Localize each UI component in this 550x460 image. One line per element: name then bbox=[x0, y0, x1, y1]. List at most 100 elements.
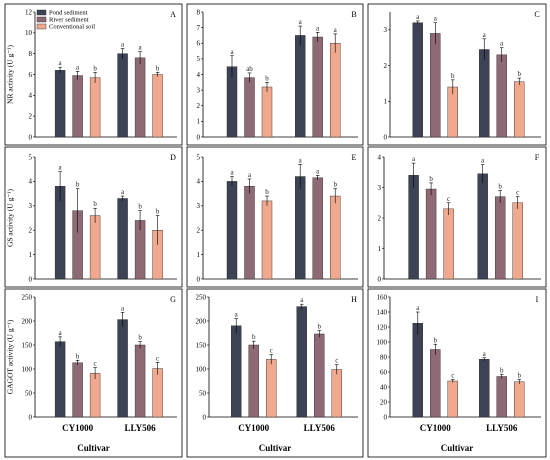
y-tick-label: 120 bbox=[377, 323, 388, 331]
chart-panel-a: 0 2 4 6 8 10 12 A NR activity (U g⁻¹) a a b a a b Pond … bbox=[4, 3, 183, 146]
bar bbox=[54, 341, 66, 418]
y-tick-label: 1 bbox=[378, 245, 382, 253]
y-tick-label: 5 bbox=[197, 153, 201, 161]
y-tick-label: 7 bbox=[197, 24, 201, 32]
y-tick-label: 2 bbox=[29, 112, 33, 120]
y-tick-label: 4 bbox=[378, 153, 382, 161]
chart-panel-e: 0 1 2 3 4 5 Ea a b a a b bbox=[186, 146, 364, 288]
y-tick-label: 4 bbox=[29, 178, 33, 186]
significance-letter: b bbox=[138, 334, 142, 342]
y-tick-label: 0 bbox=[197, 275, 201, 283]
significance-letter: a bbox=[299, 156, 303, 164]
bar bbox=[430, 349, 441, 418]
y-tick-label: 2 bbox=[197, 227, 201, 235]
significance-letter: b bbox=[265, 74, 269, 82]
bar bbox=[89, 77, 101, 138]
y-tick-label: 50 bbox=[199, 389, 207, 397]
bar bbox=[514, 381, 525, 418]
bar bbox=[496, 376, 507, 418]
bar bbox=[331, 369, 342, 418]
panel-letter: I bbox=[536, 295, 539, 304]
y-tick-label: 200 bbox=[22, 317, 33, 325]
y-tick-label: 0 bbox=[197, 133, 201, 141]
bar bbox=[494, 196, 506, 280]
legend-swatch bbox=[36, 23, 47, 30]
significance-letter: a bbox=[59, 329, 63, 337]
y-tick-label: 100 bbox=[22, 365, 33, 373]
significance-letter: ab bbox=[246, 65, 253, 73]
significance-letter: a bbox=[316, 24, 320, 32]
chart-panel-h: 0 50 100 150 200 250 Ha b c CY1000 a b c LLY506 Cultiv… bbox=[186, 288, 364, 458]
y-tick-label: 5 bbox=[29, 153, 33, 161]
significance-letter: a bbox=[299, 18, 303, 26]
x-category-label: LLY506 bbox=[124, 423, 156, 433]
y-tick-label: 0 bbox=[378, 275, 382, 283]
significance-letter: b bbox=[76, 181, 80, 189]
y-tick-label: 1 bbox=[197, 118, 201, 126]
significance-letter: b bbox=[517, 70, 521, 78]
panel-letter: H bbox=[351, 295, 357, 304]
significance-letter: b bbox=[517, 372, 521, 380]
significance-letter: a bbox=[139, 44, 143, 52]
y-tick-label: 2 bbox=[197, 102, 201, 110]
panel-letter: C bbox=[534, 10, 539, 19]
bar bbox=[425, 188, 437, 280]
significance-letter: a bbox=[334, 26, 338, 34]
y-tick-label: 0 bbox=[384, 413, 388, 421]
bar bbox=[89, 215, 101, 280]
panel-frame bbox=[367, 3, 547, 146]
bar bbox=[244, 77, 255, 138]
chart-panel-d: 0 1 2 3 4 5 D GS activity (U g⁻¹) a b b a b b bbox=[4, 146, 183, 288]
x-axis-title: Cultivar bbox=[259, 443, 292, 453]
bar bbox=[117, 198, 128, 280]
y-tick-label: 2 bbox=[384, 62, 388, 70]
y-axis-title: NR activity (U g⁻¹) bbox=[6, 45, 15, 104]
legend-swatch bbox=[36, 16, 47, 23]
significance-letter: b bbox=[333, 181, 337, 189]
y-tick-label: 4 bbox=[197, 178, 201, 186]
y-tick-label: 50 bbox=[25, 389, 33, 397]
y-tick-label: 0 bbox=[29, 413, 33, 421]
bar bbox=[412, 22, 423, 138]
bar bbox=[226, 181, 238, 280]
significance-letter: a bbox=[121, 188, 125, 196]
significance-letter: a bbox=[481, 157, 485, 165]
bar bbox=[479, 49, 490, 138]
bar bbox=[295, 176, 306, 280]
significance-letter: b bbox=[138, 203, 142, 211]
y-tick-label: 250 bbox=[196, 293, 207, 301]
x-axis-title: Cultivar bbox=[77, 443, 110, 453]
chart-panel-c: 0 1 2 3 Ca a b a a b bbox=[367, 3, 547, 146]
x-category-label: LLY506 bbox=[304, 423, 336, 433]
bar bbox=[296, 306, 307, 418]
bar bbox=[117, 53, 128, 138]
panel-frame bbox=[4, 3, 183, 146]
y-tick-label: 8 bbox=[29, 50, 33, 58]
x-category-label: CY1000 bbox=[238, 423, 269, 433]
significance-letter: a bbox=[416, 304, 420, 312]
y-tick-label: 5 bbox=[197, 55, 201, 63]
significance-letter: b bbox=[76, 352, 80, 360]
significance-letter: b bbox=[500, 366, 504, 374]
y-tick-label: 4 bbox=[29, 92, 33, 100]
bar bbox=[443, 208, 454, 280]
x-category-label: CY1000 bbox=[420, 423, 451, 433]
panel-letter: A bbox=[170, 10, 176, 19]
y-tick-label: 0 bbox=[203, 413, 207, 421]
panel-frame bbox=[4, 288, 183, 458]
y-tick-label: 4 bbox=[197, 71, 201, 79]
y-tick-label: 160 bbox=[377, 293, 388, 301]
significance-letter: a bbox=[121, 40, 125, 48]
panel-letter: B bbox=[351, 10, 356, 19]
y-tick-label: 2 bbox=[29, 227, 33, 235]
legend-label: Pond sediment bbox=[49, 10, 88, 17]
bar bbox=[134, 344, 146, 418]
bar bbox=[330, 195, 341, 280]
significance-letter: b bbox=[252, 333, 256, 341]
y-axis-title: GS activity (U g⁻¹) bbox=[6, 188, 15, 247]
bar bbox=[430, 33, 441, 138]
panel-frame bbox=[367, 146, 547, 288]
